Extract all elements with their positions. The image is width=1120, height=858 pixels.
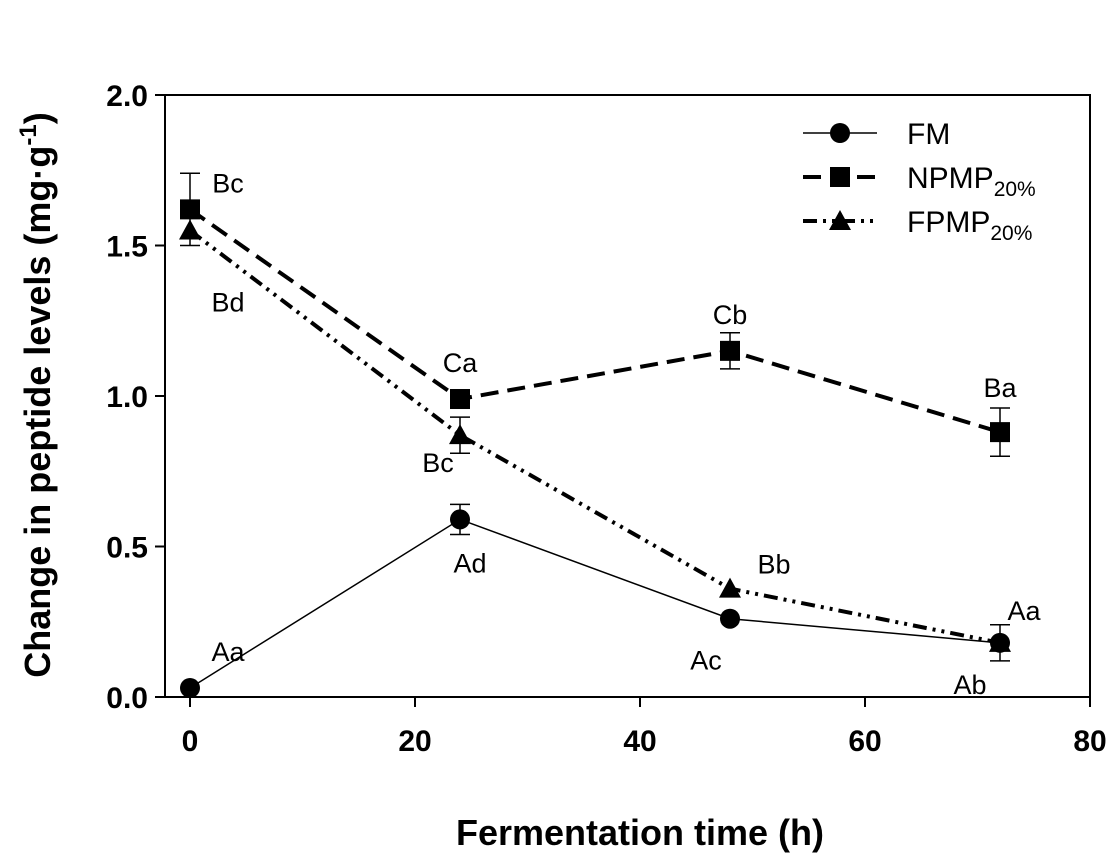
data-label: Ba xyxy=(983,373,1017,403)
data-label: Ca xyxy=(443,348,478,378)
data-point-npmp xyxy=(720,340,740,361)
legend-marker xyxy=(829,210,851,230)
legend-label: NPMP20% xyxy=(907,162,1036,201)
data-point-fpmp xyxy=(989,631,1011,652)
legend-label-main: NPMP xyxy=(907,162,994,195)
series-line-fpmp xyxy=(188,228,1001,645)
legend-marker xyxy=(830,167,850,187)
data-point-npmp xyxy=(180,199,200,220)
data-label: Ab xyxy=(953,670,986,700)
data-point-npmp xyxy=(990,422,1010,443)
series-line-fm xyxy=(189,518,1001,689)
y-axis-title-main: Change in peptide levels (mg·g xyxy=(17,146,58,678)
legend-marker xyxy=(830,123,850,143)
data-label: Aa xyxy=(1007,596,1041,626)
legend-label: FM xyxy=(907,118,950,151)
x-axis-title: Fermentation time (h) xyxy=(456,812,824,853)
y-axis-title: Change in peptide levels (mg·g-1) xyxy=(15,112,58,677)
data-label: Ac xyxy=(690,646,722,676)
series-line-npmp xyxy=(188,207,1001,435)
data-point-fpmp xyxy=(179,219,201,240)
y-tick-label: 1.5 xyxy=(106,231,148,264)
data-point-fm xyxy=(450,509,470,530)
x-tick-label: 0 xyxy=(182,725,199,758)
data-label: Cb xyxy=(713,300,748,330)
x-tick-label: 60 xyxy=(848,725,881,758)
y-axis-title-close: ) xyxy=(17,112,58,124)
data-point-fm xyxy=(720,608,740,629)
data-point-fpmp xyxy=(719,577,741,598)
y-tick-label: 0.0 xyxy=(106,682,148,715)
y-tick-label: 2.0 xyxy=(106,80,148,113)
data-label: Aa xyxy=(211,637,245,667)
y-tick-label: 0.5 xyxy=(106,532,148,565)
data-point-fpmp xyxy=(449,424,471,445)
x-tick-label: 40 xyxy=(623,725,656,758)
y-axis-title-sup: -1 xyxy=(15,124,42,145)
data-label: Ad xyxy=(453,548,486,578)
y-tick-label: 1.0 xyxy=(106,381,148,414)
legend-label-sub: 20% xyxy=(994,178,1036,201)
x-tick-label: 20 xyxy=(398,725,431,758)
legend-label-main: FPMP xyxy=(907,206,990,239)
data-label: Bb xyxy=(757,550,790,580)
data-point-npmp xyxy=(450,389,470,410)
legend-label: FPMP20% xyxy=(907,206,1032,245)
legend-label-main: FM xyxy=(907,118,950,151)
x-tick-label: 80 xyxy=(1073,725,1106,758)
data-point-fm xyxy=(180,677,200,698)
data-label: Bc xyxy=(212,168,244,198)
data-label: Bc xyxy=(422,448,454,478)
legend-label-sub: 20% xyxy=(990,222,1032,245)
data-label: Bd xyxy=(211,287,244,317)
